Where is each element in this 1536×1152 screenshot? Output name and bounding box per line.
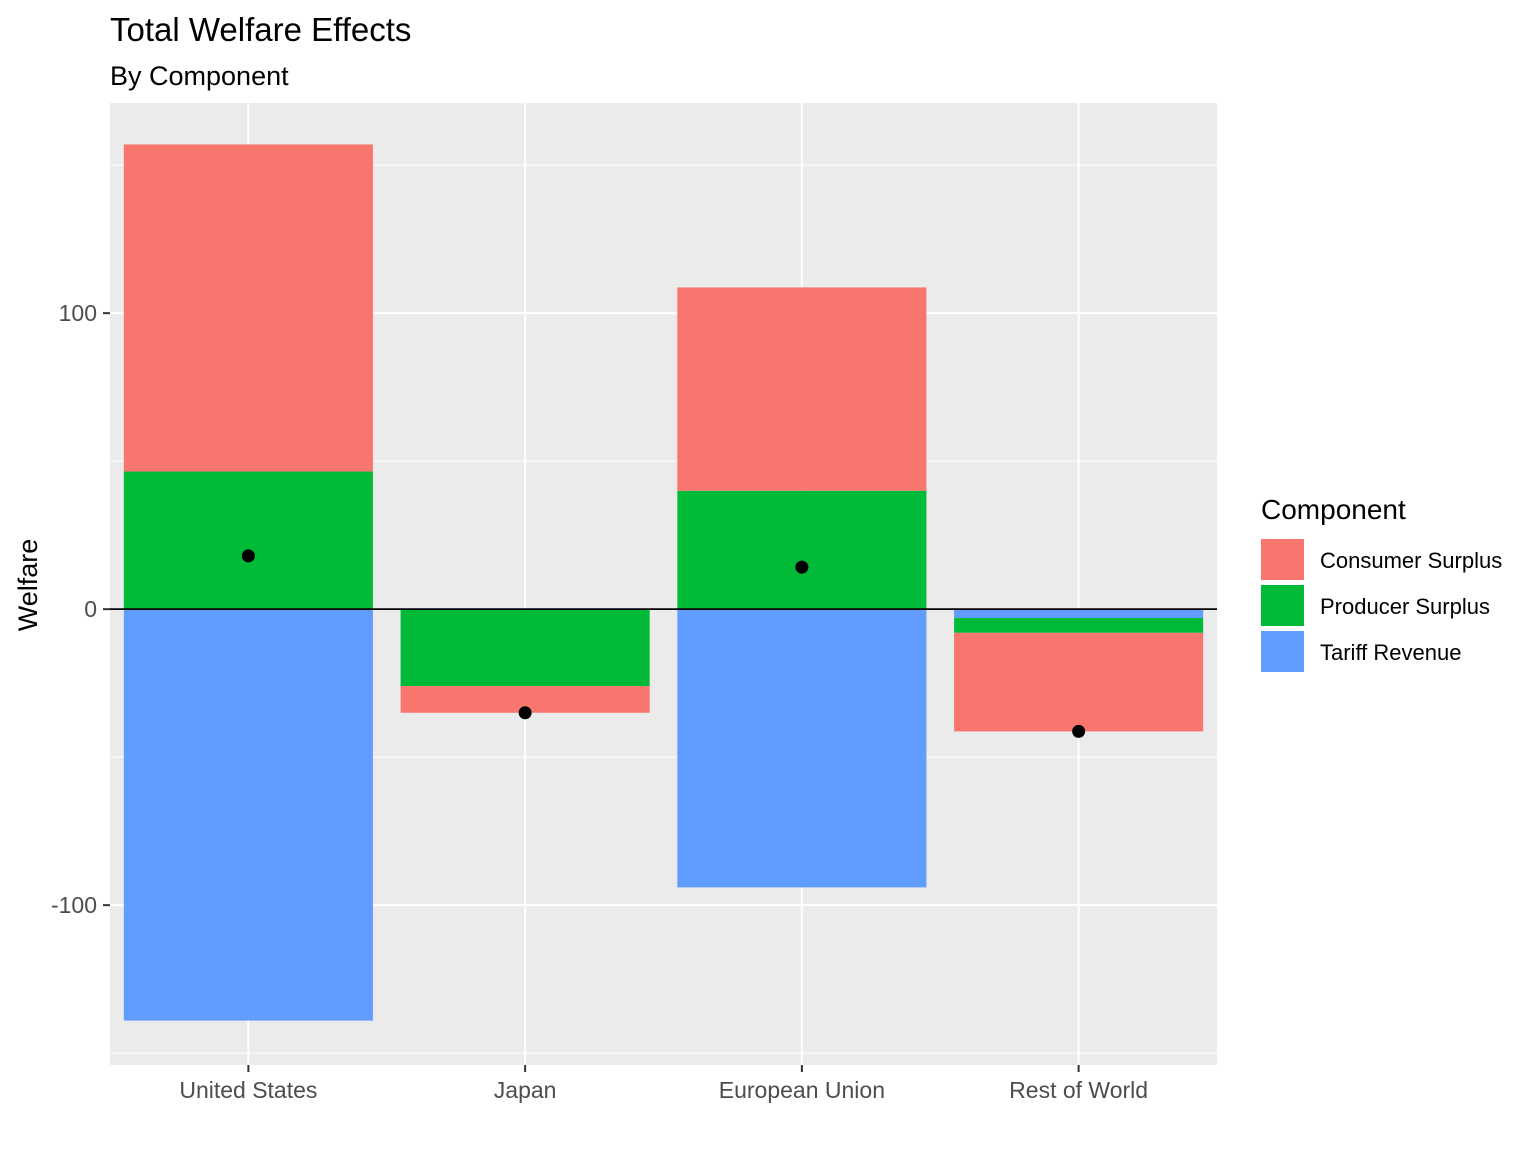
legend-label-producer-surplus: Producer Surplus	[1320, 594, 1490, 619]
chart-subtitle: By Component	[110, 61, 289, 91]
x-tick-label: United States	[179, 1077, 317, 1103]
x-tick-label: Rest of World	[1009, 1077, 1148, 1103]
y-tick-labels: -100 0 100	[51, 300, 97, 918]
bar-producer-surplus	[954, 618, 1204, 633]
legend-key-producer-surplus	[1261, 585, 1304, 626]
legend: Component Consumer Surplus Producer Surpl…	[1261, 494, 1502, 672]
bar-tariff-revenue	[954, 609, 1204, 619]
legend-key-consumer-surplus	[1261, 539, 1304, 580]
axis-ticks	[103, 312, 1080, 1072]
x-tick-labels: United States Japan European Union Rest of …	[179, 1077, 1148, 1103]
total-point	[241, 549, 255, 563]
legend-key-tariff-revenue	[1261, 631, 1304, 672]
total-point	[518, 706, 532, 720]
x-tick-label: European Union	[719, 1077, 885, 1103]
y-axis-title: Welfare	[13, 539, 43, 632]
bar-consumer-surplus	[954, 632, 1204, 732]
x-tick-label: Japan	[494, 1077, 557, 1103]
bar-producer-surplus	[677, 490, 927, 610]
bars	[123, 144, 1204, 1021]
bar-producer-surplus	[123, 471, 373, 610]
total-points	[241, 549, 1086, 738]
y-tick-label: 0	[84, 596, 97, 622]
bar-consumer-surplus	[677, 287, 927, 491]
bar-tariff-revenue	[123, 609, 373, 1021]
legend-label-consumer-surplus: Consumer Surplus	[1320, 548, 1502, 573]
chart-title: Total Welfare Effects	[110, 11, 411, 48]
bar-producer-surplus	[400, 609, 650, 687]
y-tick-label: 100	[59, 300, 97, 326]
legend-title: Component	[1261, 494, 1406, 525]
total-point	[795, 560, 809, 574]
bar-tariff-revenue	[677, 609, 927, 888]
legend-label-tariff-revenue: Tariff Revenue	[1320, 640, 1461, 665]
total-point	[1072, 724, 1086, 738]
y-tick-label: -100	[51, 892, 97, 918]
bar-consumer-surplus	[123, 144, 373, 472]
